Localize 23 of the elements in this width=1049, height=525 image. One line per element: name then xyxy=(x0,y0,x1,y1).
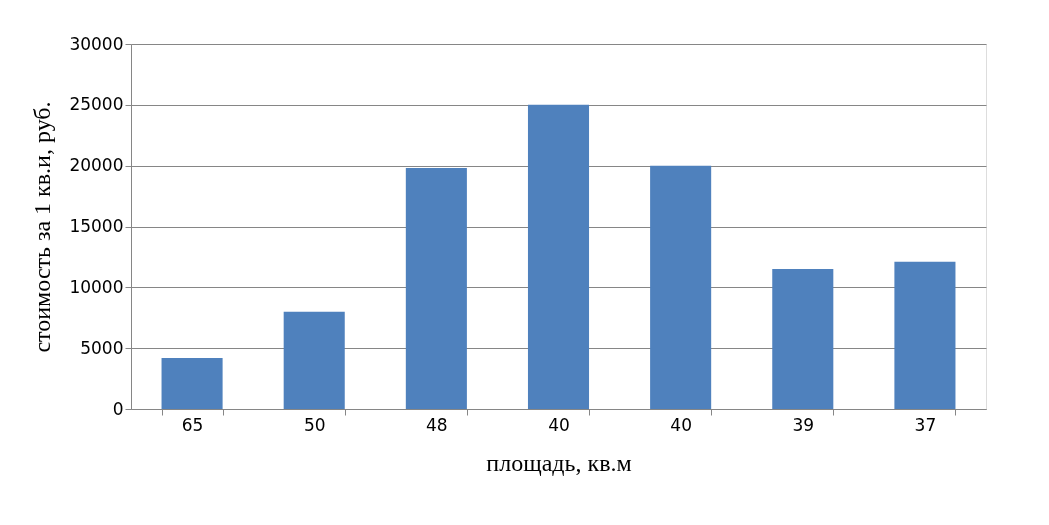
y-tick-label: 5000 xyxy=(80,337,124,358)
x-tick-label: 40 xyxy=(548,414,570,435)
bar xyxy=(527,104,590,409)
y-tick-label: 20000 xyxy=(69,155,124,176)
bar xyxy=(161,357,223,409)
y-axis-title: стоимость за 1 кв.и, руб. xyxy=(29,101,56,353)
x-tick-label: 40 xyxy=(670,414,692,435)
bar xyxy=(283,311,345,409)
bar xyxy=(650,165,712,409)
y-tick-label: 0 xyxy=(112,398,124,419)
x-tick-label: 39 xyxy=(792,414,815,435)
x-tick-label: 50 xyxy=(303,414,326,435)
x-tick-label: 37 xyxy=(914,414,937,435)
x-axis-title: площадь, кв.м xyxy=(486,449,632,476)
y-tick-label: 25000 xyxy=(69,94,124,115)
bar xyxy=(772,269,834,409)
x-tick-label: 65 xyxy=(181,414,204,435)
y-tick-label: 30000 xyxy=(69,33,124,54)
bar xyxy=(894,261,956,409)
x-tick-label: 48 xyxy=(426,414,448,435)
y-tick-label: 15000 xyxy=(69,216,124,236)
y-tick-label: 10000 xyxy=(69,276,124,297)
bar xyxy=(405,168,467,409)
